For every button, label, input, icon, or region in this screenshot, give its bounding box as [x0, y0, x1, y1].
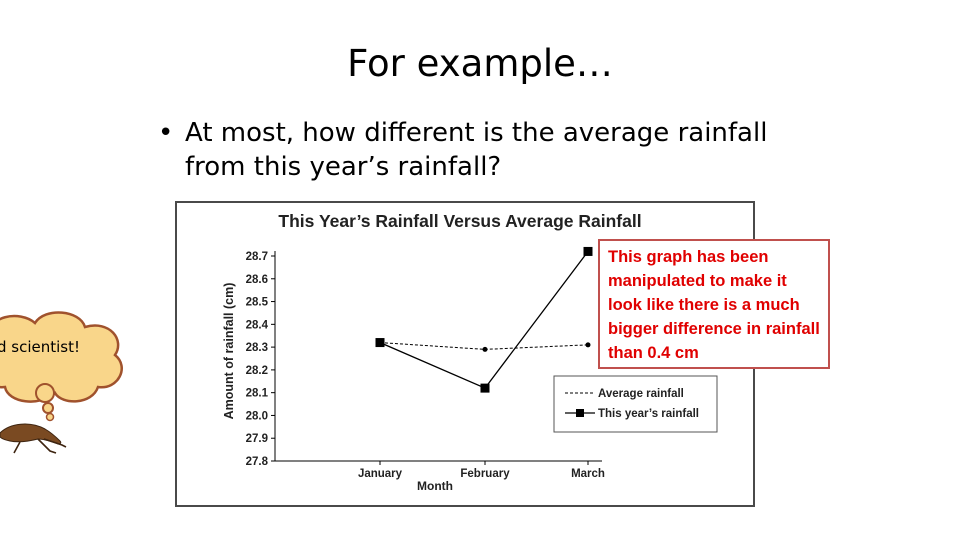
y-tick-label: 27.8: [246, 456, 269, 468]
legend-label-this-year: This year’s rainfall: [598, 408, 699, 420]
y-tick-label: 28.7: [246, 251, 268, 263]
thought-dot-large: [35, 383, 55, 403]
thought-bubble-text: d scientist!: [0, 338, 81, 356]
rainfall-chart: This Year’s Rainfall Versus Average Rain…: [222, 211, 718, 493]
x-tick-label: February: [460, 468, 510, 480]
thought-bubble: [0, 311, 123, 422]
legend-box: [553, 375, 718, 433]
bullet-text: At most, how different is the average ra…: [185, 118, 768, 182]
thought-dot-medium: [42, 402, 54, 414]
manipulation-callout: This graph has been manipulated to make …: [598, 239, 830, 369]
legend-label-average: Average rainfall: [598, 388, 684, 400]
thought-cloud-shape: [0, 311, 123, 403]
x-tick-label: March: [571, 468, 605, 480]
y-axis-label: Amount of rainfall (cm): [222, 283, 236, 420]
point-this-year-march: [583, 246, 593, 256]
legend-marker-this-year: [576, 409, 584, 417]
y-tick-label: 28.3: [246, 342, 268, 354]
y-tick-label: 28.6: [246, 274, 268, 286]
y-tick-label: 28.2: [246, 365, 268, 377]
chart-frame: This Year’s Rainfall Versus Average Rain…: [175, 201, 755, 507]
x-axis-label: Month: [417, 479, 453, 493]
point-average-march: [585, 342, 591, 348]
series-line-this-year: [379, 251, 589, 389]
point-this-year-january: [375, 338, 385, 348]
y-tick-label: 27.9: [246, 433, 268, 445]
thought-dot-small: [45, 412, 55, 422]
point-average-february: [482, 346, 488, 352]
y-tick-label: 28.0: [246, 410, 268, 422]
bullet-marker: •: [158, 118, 174, 148]
y-tick-label: 28.4: [246, 319, 269, 331]
slide-title: For example…: [347, 42, 613, 85]
y-tick-label: 28.5: [246, 297, 269, 309]
legend: Average rainfall This year’s rainfall: [553, 375, 718, 433]
chart-title: This Year’s Rainfall Versus Average Rain…: [278, 211, 641, 231]
x-tick-label: January: [358, 468, 403, 480]
y-tick-label: 28.1: [246, 388, 269, 400]
creature-legs: [13, 438, 67, 454]
point-this-year-february: [480, 383, 490, 393]
creature-illustration: [0, 423, 67, 454]
bullet-question: • At most, how different is the average …: [158, 116, 798, 184]
